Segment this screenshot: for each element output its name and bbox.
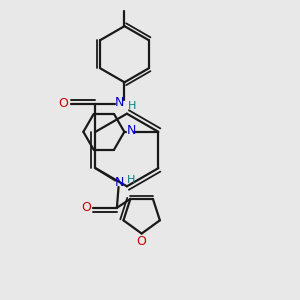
Text: N: N [115, 96, 124, 109]
Text: O: O [81, 201, 91, 214]
Text: N: N [115, 176, 124, 188]
Text: H: H [128, 101, 136, 111]
Text: N: N [127, 124, 136, 137]
Text: O: O [137, 235, 147, 248]
Text: H: H [127, 175, 135, 185]
Text: O: O [58, 97, 68, 110]
